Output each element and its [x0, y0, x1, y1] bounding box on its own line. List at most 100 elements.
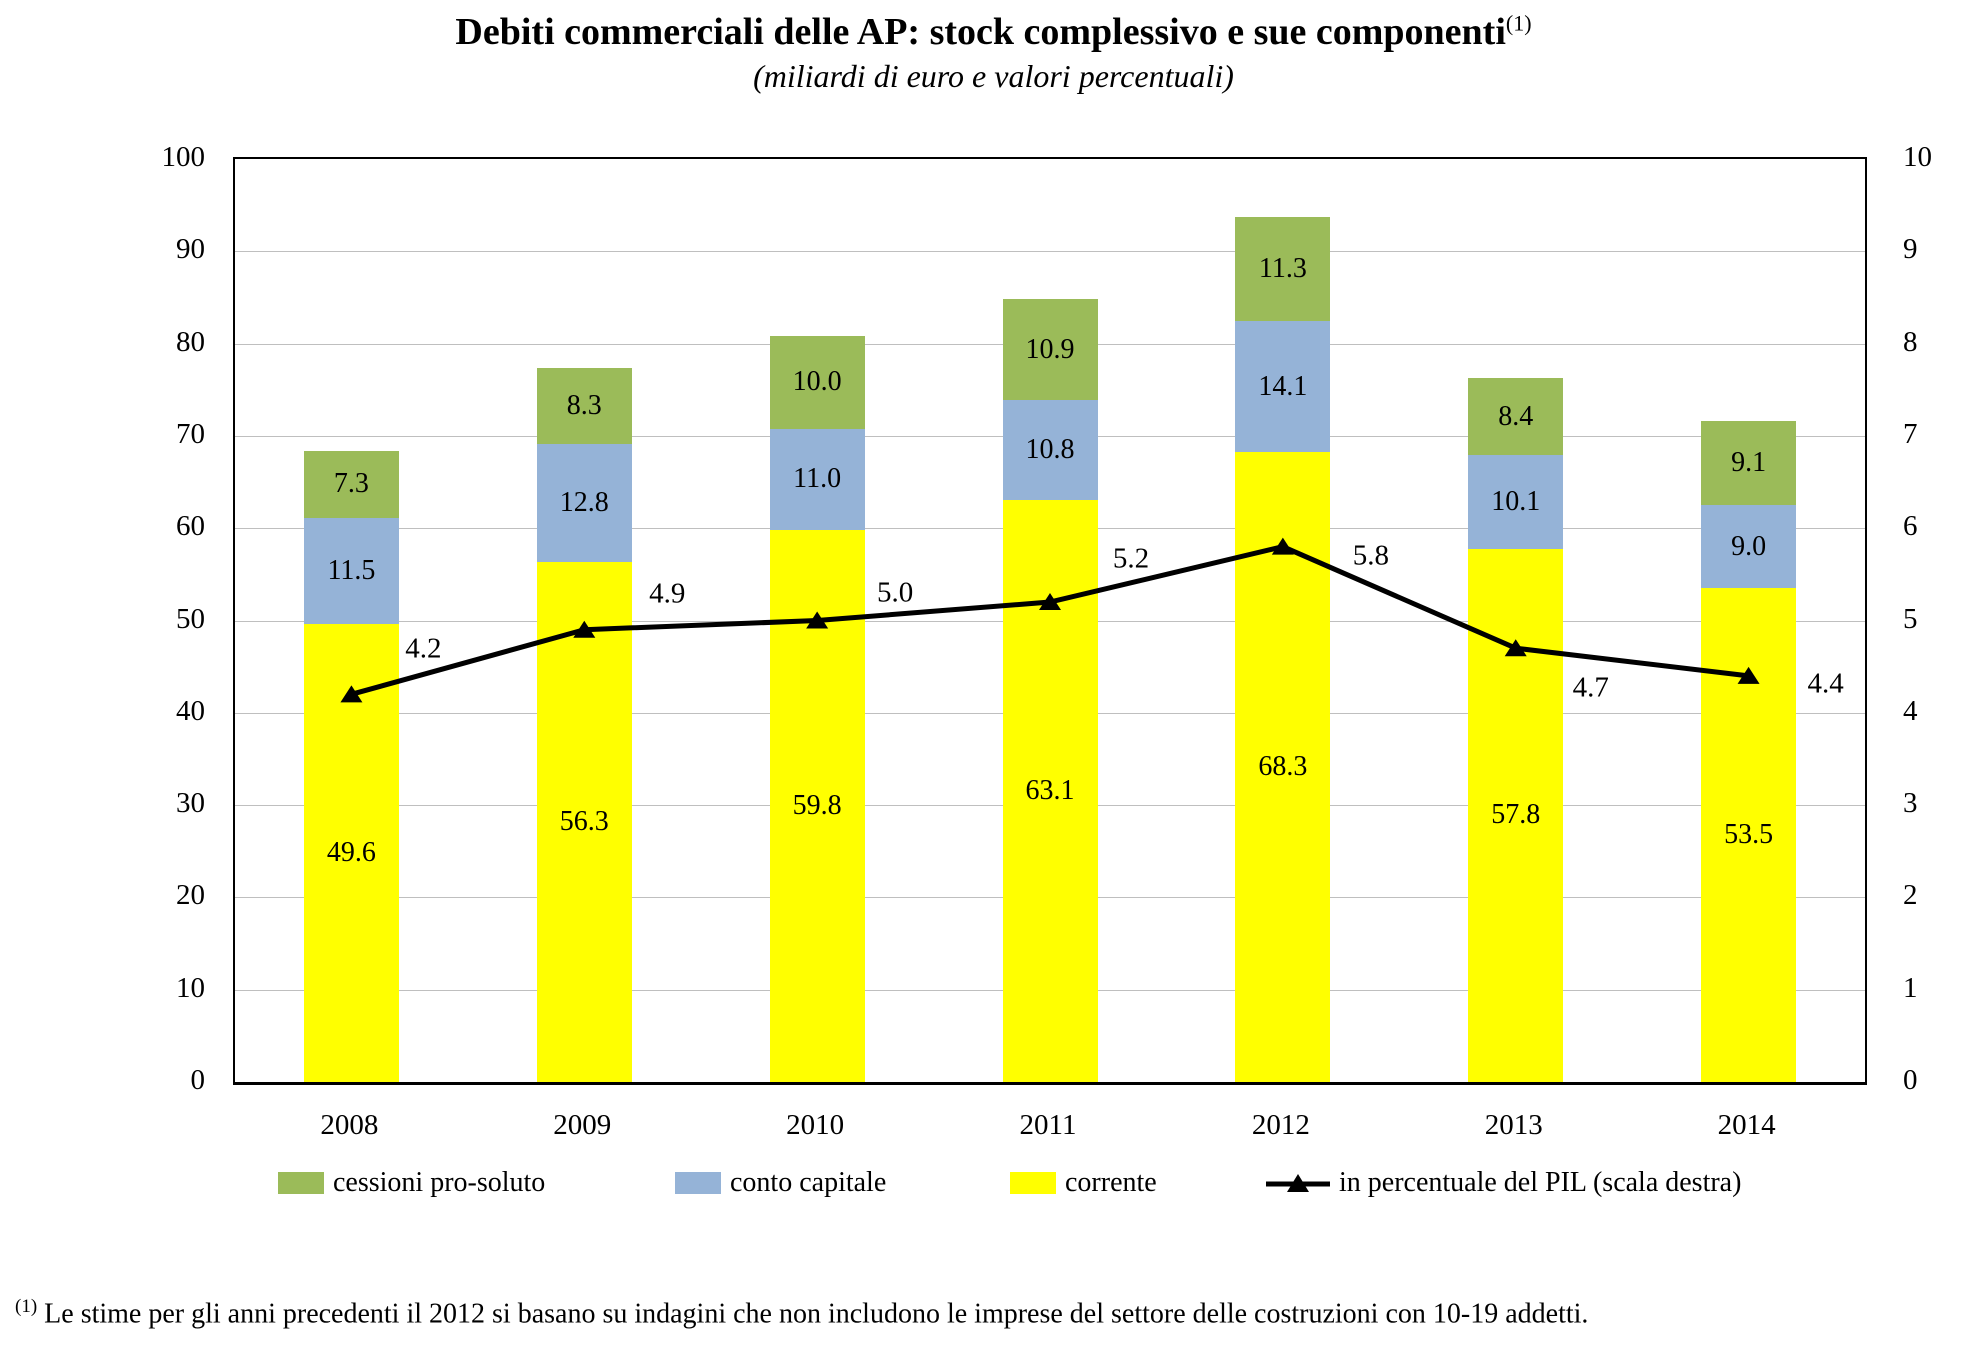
- legend-item-in: in percentuale del PIL (scala destra): [1266, 1167, 1742, 1198]
- bar-segment-conto-capitale: 14.1: [1235, 321, 1331, 452]
- bar-segment-label: 57.8: [1491, 799, 1541, 831]
- bar-segment-label: 68.3: [1258, 750, 1308, 782]
- pil-value-label: 5.8: [1352, 539, 1389, 572]
- bar-segment-corrente: 57.8: [1468, 548, 1564, 1082]
- bar-segment-conto-capitale: 11.0: [769, 428, 865, 531]
- bar-segment-cessioni-pro-soluto: 11.3: [1235, 217, 1331, 322]
- triangle-marker-icon: [1504, 639, 1527, 657]
- triangle-marker-icon: [1039, 593, 1061, 611]
- right-axis-tick-label: 9: [1903, 233, 1918, 266]
- pil-value-label: 4.4: [1807, 667, 1844, 700]
- legend-swatch-icon: [278, 1172, 324, 1194]
- bar-segment-cessioni-pro-soluto: 7.3: [303, 450, 399, 519]
- legend-label: in percentuale del PIL (scala destra): [1339, 1167, 1742, 1198]
- triangle-marker-icon: [340, 685, 363, 703]
- chart-title: Debiti commerciali delle AP: stock compl…: [0, 10, 1987, 54]
- left-axis-tick-label: 60: [176, 510, 205, 543]
- x-axis-tick-label: 2010: [786, 1109, 845, 1141]
- legend-item-conto: conto capitale: [675, 1167, 887, 1198]
- bar-segment-label: 10.9: [1025, 333, 1075, 365]
- legend-label: corrente: [1065, 1167, 1157, 1198]
- bar-segment-label: 59.8: [792, 790, 842, 822]
- bar-segment-label: 63.1: [1025, 774, 1075, 806]
- legend-item-cessioni: cessioni pro-soluto: [278, 1167, 546, 1198]
- plot-area: 49.6 11.5 7.3 56.3 12.8 8.3 59.8 11.0 10.0 63.1 10…: [233, 157, 1867, 1085]
- pil-value-label: 5.0: [877, 576, 914, 608]
- bar-segment-conto-capitale: 11.5: [303, 518, 399, 625]
- bar-segment-label: 9.1: [1731, 447, 1767, 479]
- x-axis-tick-label: 2008: [320, 1109, 379, 1141]
- left-axis-tick-label: 30: [176, 787, 205, 820]
- bar-segment-label: 11.0: [793, 463, 842, 495]
- legend-item-corrente: corrente: [1010, 1167, 1157, 1198]
- pil-line: [350, 544, 1749, 697]
- left-axis-tick-label: 10: [176, 971, 205, 1004]
- bar-segment-label: 10.8: [1025, 433, 1075, 465]
- bar-segment-label: 56.3: [559, 806, 609, 838]
- bar-segment-label: 10.1: [1491, 485, 1541, 517]
- x-axis-tick-label: 2014: [1717, 1109, 1776, 1141]
- pil-line-svg: [340, 537, 1760, 703]
- right-axis-tick-label: 5: [1903, 602, 1918, 635]
- legend-label: conto capitale: [730, 1167, 887, 1198]
- bar-segment-conto-capitale: 12.8: [536, 444, 632, 563]
- right-axis-tick-label: 10: [1903, 141, 1932, 173]
- left-axis-tick-label: 0: [190, 1064, 206, 1096]
- left-axis-tick-label: 40: [176, 694, 205, 727]
- bar-segment-cessioni-pro-soluto: 9.1: [1701, 421, 1797, 506]
- bar-segment-conto-capitale: 9.0: [1701, 505, 1797, 589]
- footnote-marker: (1): [15, 1296, 38, 1317]
- legend-line-triangle-icon: [1266, 1174, 1330, 1192]
- footnote-text: Le stime per gli anni precedenti il 2012…: [44, 1298, 1589, 1330]
- left-axis-tick-label: 80: [176, 325, 205, 358]
- right-axis-tick-label: 3: [1903, 787, 1918, 820]
- bar-segment-conto-capitale: 10.8: [1002, 399, 1098, 500]
- x-axis-tick-label: 2012: [1251, 1109, 1310, 1141]
- right-axis-tick-label: 1: [1903, 971, 1918, 1004]
- bar-segment-label: 8.3: [566, 389, 602, 421]
- bar-segment-label: 53.5: [1724, 819, 1774, 851]
- triangle-marker-icon: [1271, 537, 1294, 555]
- bar-segment-label: 8.4: [1498, 400, 1534, 432]
- bar-segment-label: 14.1: [1258, 370, 1308, 402]
- bar-segment-label: 7.3: [333, 468, 369, 500]
- triangle-marker-icon: [573, 620, 596, 638]
- gridline: [235, 251, 1865, 253]
- right-axis-tick-label: 2: [1903, 879, 1918, 912]
- left-axis-tick-label: 70: [176, 417, 205, 450]
- pil-value-label: 5.2: [1112, 542, 1150, 575]
- pil-value-label: 4.2: [405, 632, 442, 665]
- left-axis-tick-label: 20: [176, 879, 205, 912]
- bar-segment-conto-capitale: 10.1: [1468, 455, 1564, 549]
- chart-subtitle: (miliardi di euro e valori percentuali): [753, 58, 1234, 94]
- left-axis-tick-label: 90: [176, 233, 205, 266]
- bar-segment-label: 9.0: [1731, 530, 1767, 562]
- bar-segment-cessioni-pro-soluto: 8.3: [536, 367, 632, 445]
- bar-segment-label: 11.5: [327, 555, 376, 587]
- bar-segment-label: 11.3: [1258, 253, 1307, 285]
- bar-segment-cessioni-pro-soluto: 8.4: [1468, 377, 1564, 456]
- chart-title-text: Debiti commerciali delle AP: stock compl…: [455, 11, 1506, 53]
- triangle-marker-icon: [1737, 666, 1760, 684]
- right-axis-tick-label: 0: [1903, 1064, 1918, 1096]
- right-axis-tick-label: 8: [1903, 325, 1918, 358]
- triangle-marker-icon: [806, 611, 829, 629]
- chart-title-footnote-marker: (1): [1505, 10, 1532, 36]
- right-axis-tick-label: 7: [1903, 417, 1918, 450]
- x-axis-tick-label: 2009: [553, 1109, 612, 1141]
- footnote: (1) Le stime per gli anni precedenti il …: [15, 1296, 1975, 1330]
- bar-segment-cessioni-pro-soluto: 10.0: [769, 336, 865, 429]
- x-axis-tick-label: 2013: [1484, 1109, 1543, 1141]
- bar-segment-label: 49.6: [326, 837, 376, 869]
- legend-swatch-icon: [1010, 1172, 1056, 1194]
- legend-label: cessioni pro-soluto: [333, 1167, 546, 1198]
- x-axis-tick-label: 2011: [1019, 1109, 1077, 1141]
- pil-value-label: 4.9: [649, 577, 686, 610]
- left-axis-tick-label: 50: [176, 602, 205, 635]
- legend-swatch-icon: [675, 1172, 721, 1194]
- bar-segment-label: 12.8: [559, 487, 609, 519]
- right-axis-tick-label: 6: [1903, 510, 1918, 543]
- title-block: Debiti commerciali delle AP: stock compl…: [0, 10, 1987, 95]
- bar-segment-corrente: 56.3: [536, 562, 632, 1082]
